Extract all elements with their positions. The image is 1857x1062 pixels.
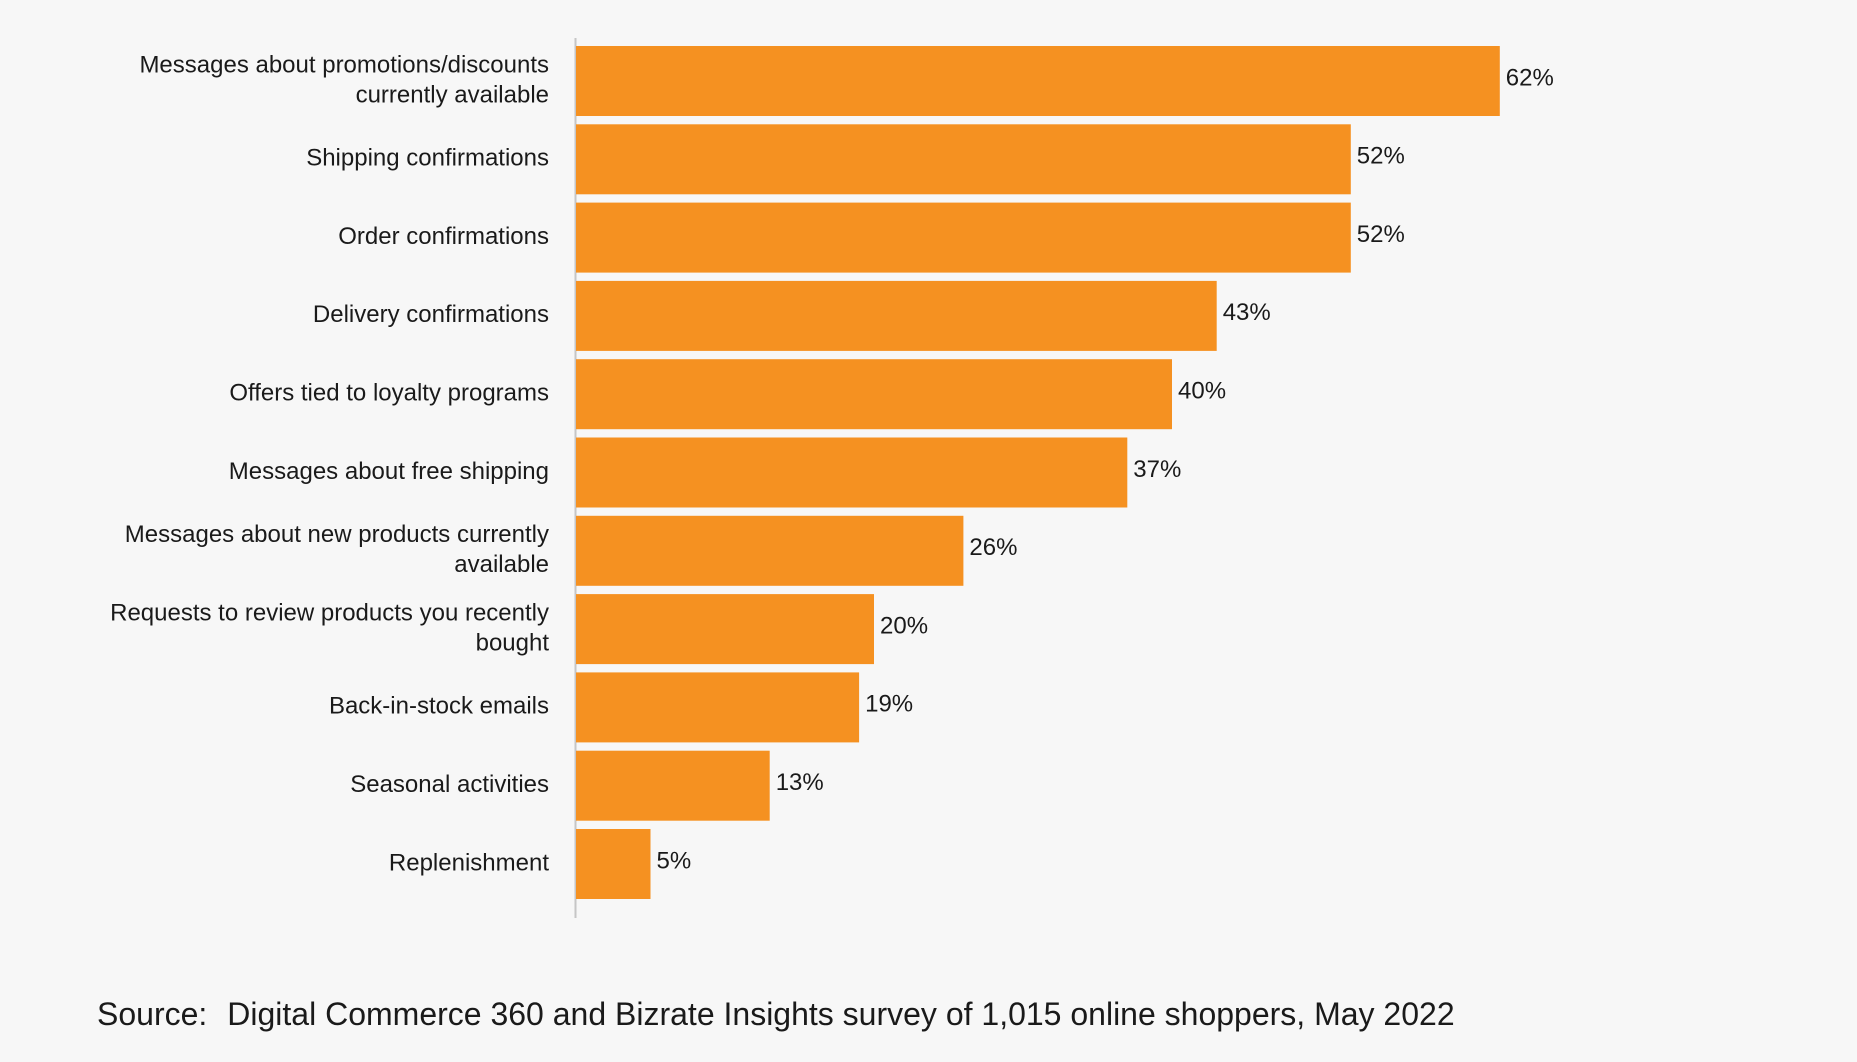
value-label-2: 52% — [1357, 221, 1405, 248]
source-prefix: Source: — [97, 996, 208, 1032]
value-label-10: 5% — [657, 847, 692, 874]
category-label-line: currently available — [356, 81, 549, 108]
category-label-line: Requests to review products you recently — [110, 599, 549, 626]
bar-7 — [576, 594, 874, 665]
category-label-6: Messages about new products currently ava… — [125, 521, 549, 578]
bar-0 — [576, 46, 1500, 116]
category-labels: Messages about promotions/discounts curre… — [110, 51, 549, 876]
bar-1 — [576, 124, 1351, 195]
category-label-0: Messages about promotions/discounts curre… — [139, 51, 549, 108]
bar-4 — [576, 359, 1172, 430]
bar-5 — [576, 437, 1128, 508]
bar-2 — [576, 202, 1351, 273]
bar-9 — [576, 750, 770, 821]
category-label-5: Messages about free shipping — [229, 458, 549, 485]
source-text: Digital Commerce 360 and Bizrate Insight… — [227, 996, 1455, 1032]
category-label-line: Order confirmations — [338, 223, 549, 250]
category-label-10: Replenishment — [389, 849, 549, 876]
value-label-5: 37% — [1133, 456, 1181, 483]
bars-group — [576, 46, 1500, 899]
category-label-1: Shipping confirmations — [306, 145, 549, 172]
value-label-7: 20% — [880, 612, 928, 639]
category-label-line: Messages about free shipping — [229, 458, 549, 485]
value-label-8: 19% — [865, 691, 913, 718]
category-label-7: Requests to review products you recently… — [110, 599, 549, 656]
bar-8 — [576, 672, 860, 743]
value-labels: 62% 52% 52% 43% 40% 37% 26% 20% 19% 13% 5% — [657, 64, 1554, 874]
value-label-6: 26% — [969, 534, 1017, 561]
source-note: Source: Digital Commerce 360 and Bizrate … — [97, 996, 1455, 1033]
bar-3 — [576, 280, 1217, 351]
category-label-line: Back-in-stock emails — [329, 693, 549, 720]
category-label-line: Delivery confirmations — [313, 301, 549, 328]
category-label-3: Delivery confirmations — [313, 301, 549, 328]
category-label-line: Shipping confirmations — [306, 145, 549, 172]
category-label-line: Replenishment — [389, 849, 549, 876]
bar-10 — [576, 829, 651, 899]
bar-6 — [576, 515, 964, 586]
value-label-0: 62% — [1506, 64, 1554, 91]
value-label-4: 40% — [1178, 378, 1226, 405]
bar-chart: Messages about promotions/discounts curre… — [110, 38, 1554, 918]
category-label-line: Messages about promotions/discounts — [139, 51, 549, 78]
category-label-9: Seasonal activities — [350, 771, 549, 798]
category-label-line: Messages about new products currently — [125, 521, 549, 548]
category-label-line: Seasonal activities — [350, 771, 549, 798]
value-label-3: 43% — [1223, 299, 1271, 326]
category-label-8: Back-in-stock emails — [329, 693, 549, 720]
value-label-9: 13% — [776, 769, 824, 796]
category-label-4: Offers tied to loyalty programs — [229, 380, 549, 407]
value-label-1: 52% — [1357, 143, 1405, 170]
category-label-2: Order confirmations — [338, 223, 549, 250]
category-label-line: bought — [476, 629, 550, 656]
category-label-line: Offers tied to loyalty programs — [229, 380, 549, 407]
category-label-line: available — [454, 551, 549, 578]
